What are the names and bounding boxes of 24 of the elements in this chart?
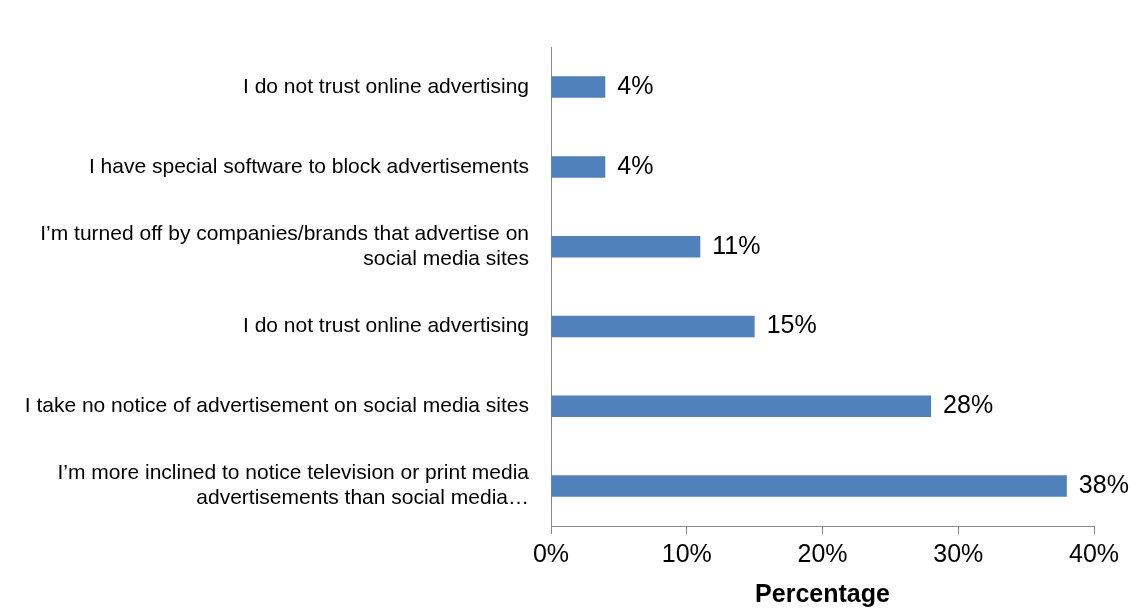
x-axis-title: Percentage (755, 578, 890, 607)
data-label: 4% (617, 70, 654, 99)
data-label: 11% (712, 230, 761, 259)
data-label: 4% (617, 150, 654, 179)
y-tick-label: I take no notice of advertisement on social media sites (24, 393, 529, 417)
x-tick-label: 0% (532, 538, 570, 567)
y-tick-label: I’m more inclined to notice television or print media advertisements than social media… (57, 460, 530, 509)
bar (551, 475, 1067, 497)
bar (551, 76, 606, 98)
y-tick-label: I do not trust online advertising (242, 313, 529, 337)
bar (551, 156, 606, 178)
x-tick-label: 10% (661, 538, 712, 567)
x-tick-label: 40% (1068, 538, 1120, 567)
y-tick-label: I do not trust online advertising (242, 73, 529, 97)
y-tick-label: I have special software to block advertisements (88, 153, 529, 177)
x-tick-label: 30% (933, 538, 984, 567)
bar (551, 395, 932, 418)
data-label: 38% (1078, 469, 1129, 498)
y-tick-label: I’m turned off by companies/brands that advertise on social media sites (40, 220, 529, 270)
data-label: 28% (943, 390, 994, 419)
bar (551, 315, 755, 338)
x-tick-label: 20% (797, 538, 848, 567)
bar (551, 235, 701, 258)
data-label: 15% (766, 310, 817, 339)
